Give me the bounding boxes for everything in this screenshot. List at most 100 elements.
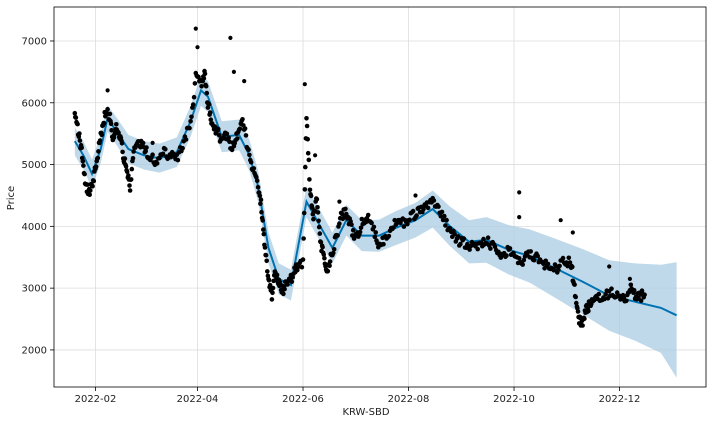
observed-point xyxy=(261,227,266,232)
observed-point xyxy=(582,316,587,322)
observed-point xyxy=(261,231,267,237)
observed-point xyxy=(77,138,83,143)
observed-point xyxy=(144,145,149,150)
outlier-point xyxy=(413,193,418,198)
observed-point xyxy=(331,247,337,252)
observed-point xyxy=(551,268,557,273)
observed-point xyxy=(516,255,522,261)
observed-point xyxy=(109,128,114,133)
observed-point xyxy=(257,193,263,198)
observed-point xyxy=(120,149,125,155)
outlier-point xyxy=(337,199,342,204)
observed-point xyxy=(467,247,472,252)
observed-point xyxy=(289,279,295,285)
observed-point xyxy=(520,262,525,267)
observed-point xyxy=(95,155,101,161)
observed-point xyxy=(301,236,306,241)
observed-point xyxy=(317,231,323,236)
observed-point xyxy=(440,217,446,223)
observed-point xyxy=(296,264,301,270)
observed-point xyxy=(157,155,162,161)
observed-point xyxy=(122,156,128,161)
observed-point xyxy=(325,269,331,274)
observed-point xyxy=(266,278,272,283)
y-axis-ticks: 2000 3000 4000 5000 6000 7000 xyxy=(22,36,54,356)
observed-point xyxy=(77,131,82,136)
observed-point xyxy=(101,120,107,126)
observed-point xyxy=(452,232,458,237)
observed-point xyxy=(373,230,379,235)
observed-point xyxy=(88,188,93,193)
observed-point xyxy=(564,260,569,265)
observed-point xyxy=(242,126,248,131)
observed-point xyxy=(183,137,189,142)
observed-point xyxy=(350,228,356,233)
observed-point xyxy=(93,164,99,169)
observed-point xyxy=(202,71,208,77)
observed-point xyxy=(401,224,407,229)
observed-point xyxy=(243,133,249,138)
observed-point xyxy=(602,296,607,302)
observed-point xyxy=(216,132,222,138)
observed-point xyxy=(270,285,276,291)
observed-point xyxy=(315,210,321,215)
observed-point xyxy=(285,282,290,287)
observed-point xyxy=(628,282,634,288)
observed-point xyxy=(265,269,270,274)
observed-point xyxy=(201,76,207,81)
observed-point xyxy=(421,206,426,212)
observed-point xyxy=(447,226,453,231)
observed-point xyxy=(308,193,314,199)
y-tick-label: 2000 xyxy=(22,345,47,356)
observed-point xyxy=(307,177,312,182)
outlier-point xyxy=(228,35,233,41)
observed-point xyxy=(545,261,551,267)
observed-point xyxy=(461,236,467,241)
observed-point xyxy=(251,166,257,171)
observed-point xyxy=(307,187,313,193)
outlier-point xyxy=(195,45,200,50)
observed-point xyxy=(264,258,270,264)
forecast-trend xyxy=(73,88,678,317)
x-axis-label: KRW-SBD xyxy=(342,407,389,418)
observed-point xyxy=(302,187,308,192)
observed-point xyxy=(369,220,374,226)
observed-point xyxy=(270,290,275,296)
observed-point xyxy=(316,224,322,230)
observed-point xyxy=(299,264,305,270)
observed-point xyxy=(596,291,602,297)
observed-point xyxy=(192,81,198,86)
observed-point xyxy=(90,184,95,189)
y-tick-label: 5000 xyxy=(22,160,47,171)
observed-point xyxy=(316,218,321,224)
observed-point xyxy=(631,288,637,293)
observed-point xyxy=(410,208,416,214)
observed-point xyxy=(300,257,306,262)
observed-point xyxy=(105,106,110,112)
observed-point xyxy=(557,263,562,269)
observed-point xyxy=(331,250,336,256)
observed-point xyxy=(381,241,386,247)
observed-point xyxy=(72,110,78,116)
observed-point xyxy=(75,121,80,127)
observed-point xyxy=(248,159,254,165)
observed-point xyxy=(458,241,463,247)
observed-point xyxy=(481,236,486,242)
observed-point xyxy=(79,145,84,151)
observed-point xyxy=(126,173,131,178)
observed-point xyxy=(580,323,585,328)
observed-point xyxy=(521,257,527,263)
observed-point xyxy=(154,161,160,166)
observed-point xyxy=(96,149,101,154)
observed-point xyxy=(143,148,148,154)
x-tick-label: 2022-04 xyxy=(177,394,219,405)
observed-point xyxy=(208,117,214,122)
observed-point xyxy=(247,152,252,158)
outlier-point xyxy=(570,230,575,235)
observed-point xyxy=(573,294,578,300)
observed-point xyxy=(304,123,310,129)
observed-point xyxy=(175,157,181,163)
observed-point xyxy=(407,217,413,223)
observed-point xyxy=(358,225,364,231)
observed-point xyxy=(315,205,320,210)
